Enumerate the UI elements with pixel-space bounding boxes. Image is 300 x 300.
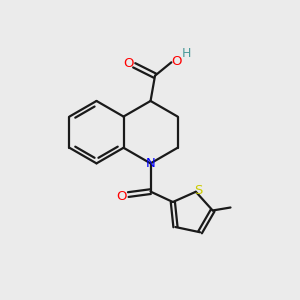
Text: S: S: [195, 184, 203, 197]
Text: H: H: [182, 47, 191, 61]
Text: O: O: [116, 190, 127, 202]
Text: N: N: [146, 157, 155, 170]
Text: O: O: [123, 57, 134, 70]
Text: O: O: [172, 55, 182, 68]
